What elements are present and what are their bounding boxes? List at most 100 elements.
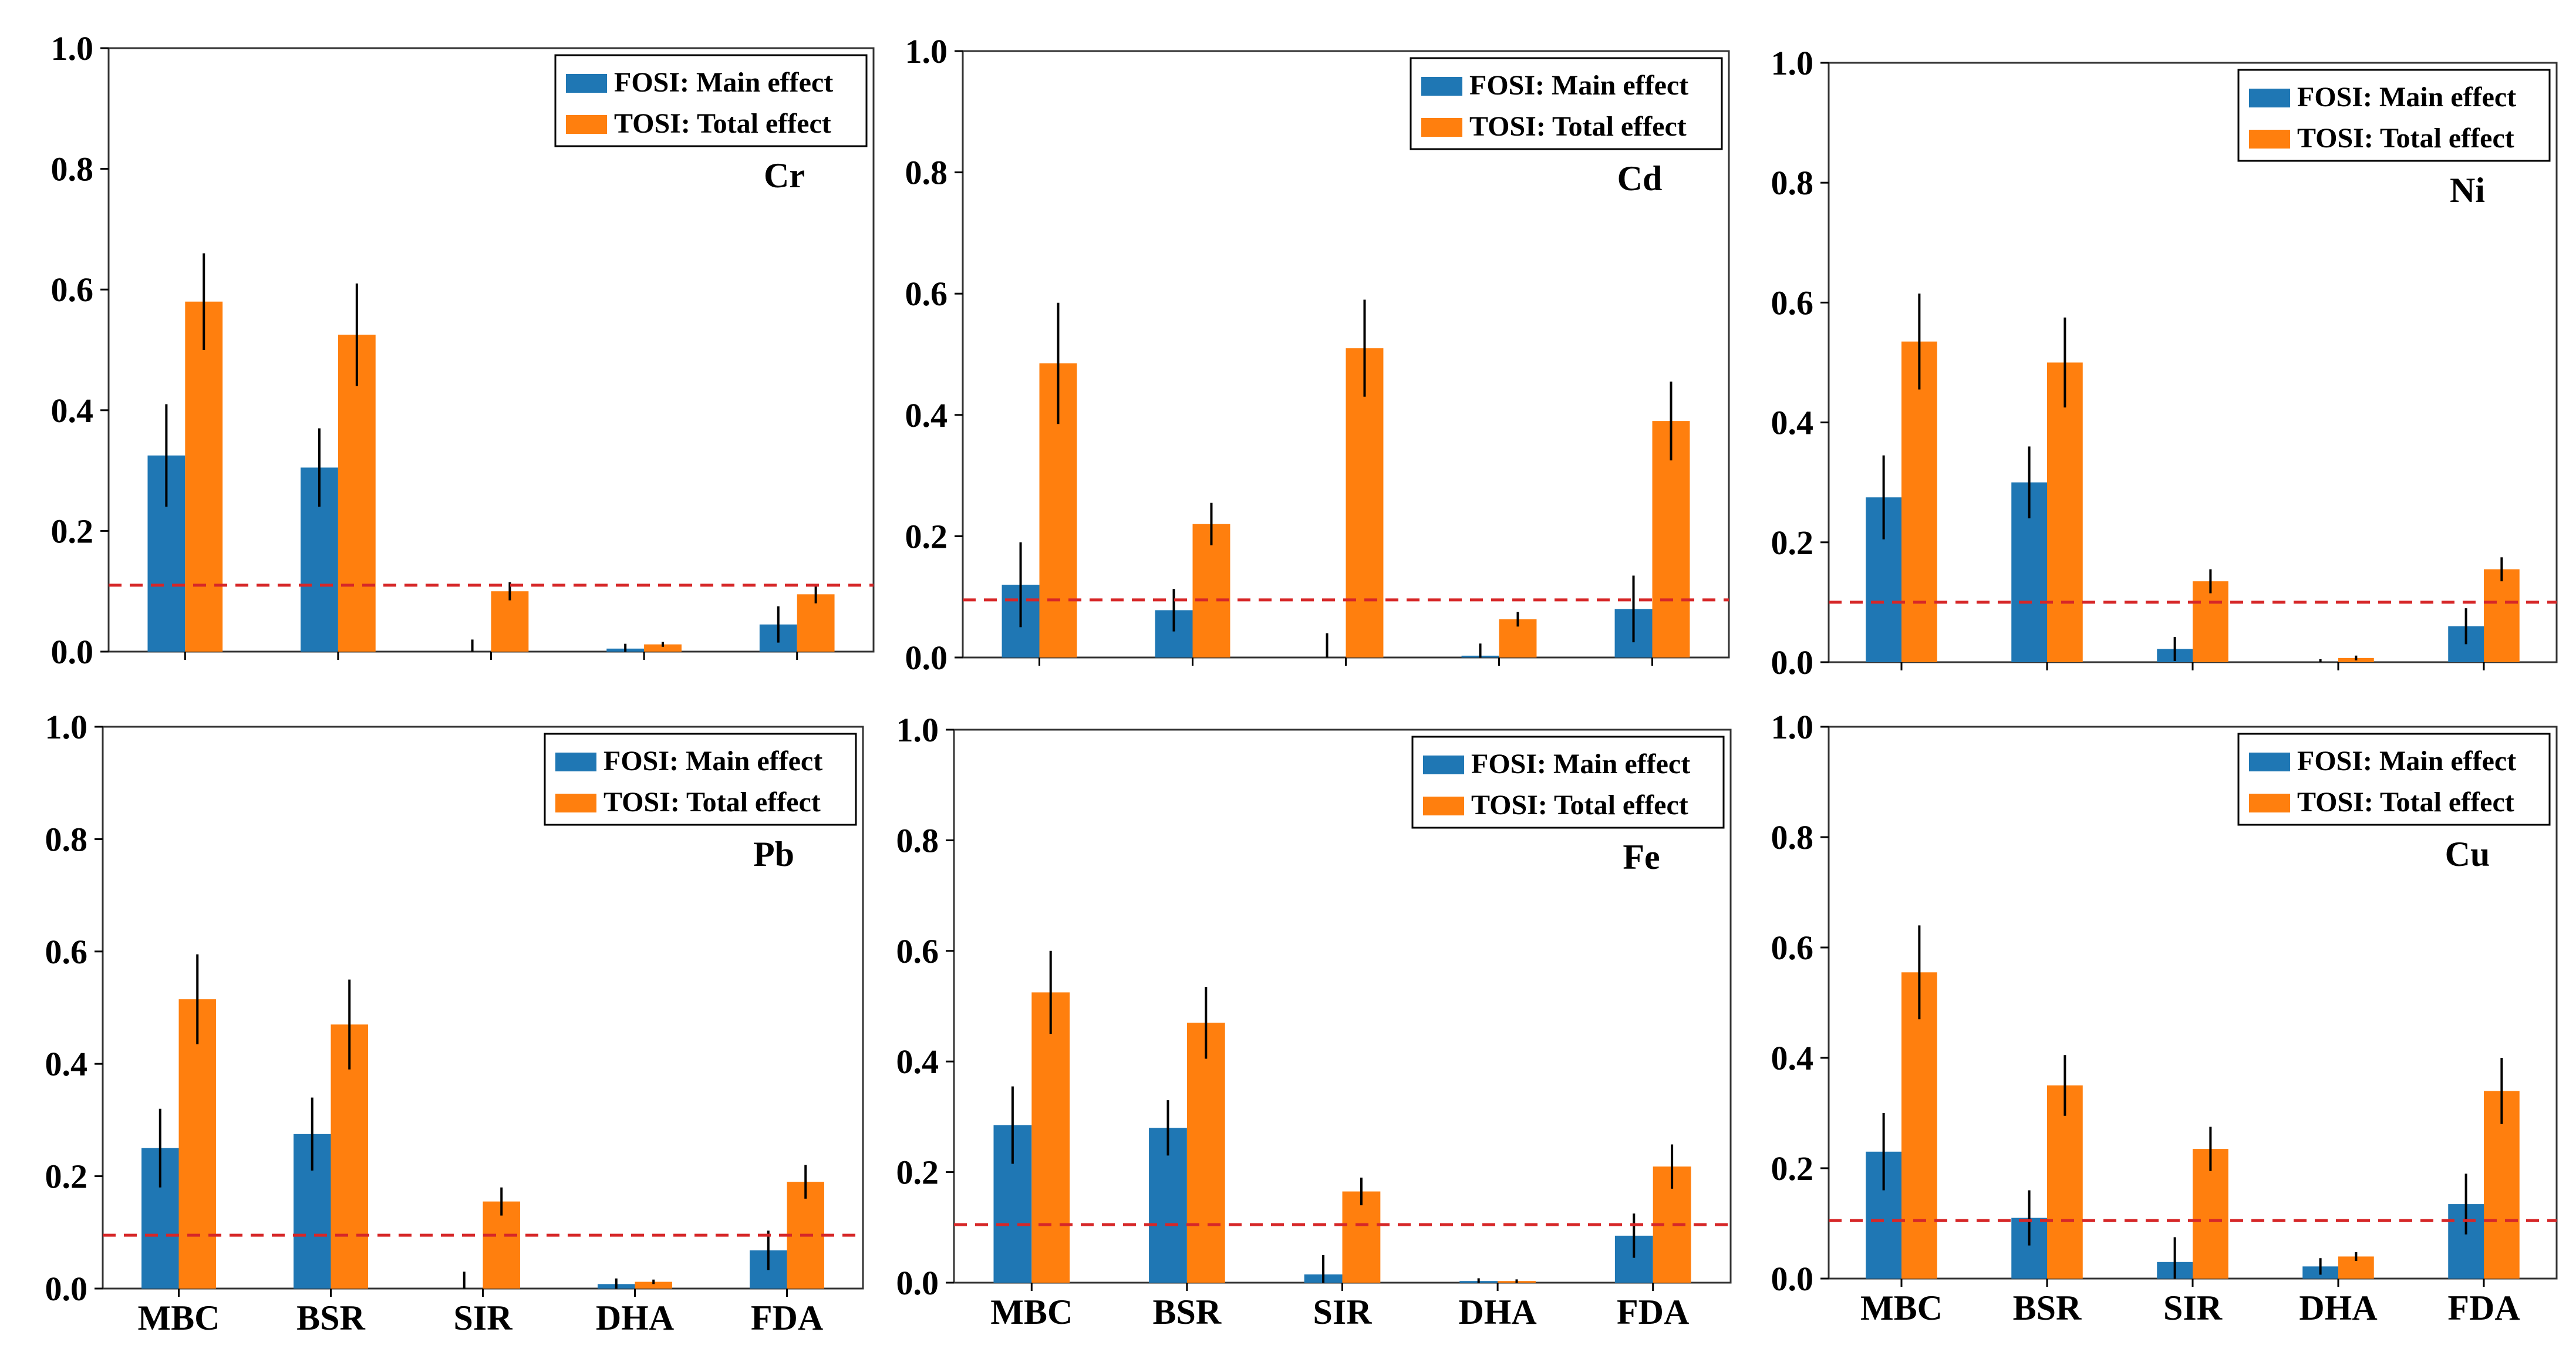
legend-box [2237, 733, 2551, 826]
chart-panel-cu: 0.0 0.2 0.4 0.6 0.8 1.0 MBC BSR SIR DHA FDA FOSI: M… [1771, 708, 2558, 1327]
panel-title: Ni [2450, 171, 2485, 210]
legend-swatch-tosi [2249, 794, 2290, 812]
chart-panel-ni: 0.0 0.2 0.4 0.6 0.8 1.0 FOSI: Main effect TOSI:… [1771, 44, 2558, 682]
x-category-label-sir: SIR [2163, 1289, 2223, 1327]
y-tick-label: 1.0 [51, 29, 94, 68]
tosi-bar-sir [1346, 348, 1384, 657]
panel-title: Cr [764, 156, 805, 195]
panel-title: Cd [1617, 159, 1663, 198]
chart-panel-fe: 0.0 0.2 0.4 0.6 0.8 1.0 MBC BSR SIR DHA FDA FOSI: M… [896, 711, 1732, 1331]
legend-box [554, 54, 868, 147]
tosi-bar-mbc [1901, 341, 1937, 662]
legend-label-fosi: FOSI: Main effect [1471, 748, 1690, 780]
y-tick-label: 0.2 [45, 1158, 88, 1196]
x-category-label-sir: SIR [453, 1299, 512, 1337]
x-category-label-sir: SIR [1313, 1293, 1372, 1331]
y-tick-label: 0.2 [1771, 524, 1814, 562]
tosi-bar-sir [483, 1201, 520, 1289]
legend-label-tosi: TOSI: Total effect [2297, 123, 2514, 154]
legend-label-tosi: TOSI: Total effect [603, 787, 821, 818]
y-tick-label: 0.8 [905, 154, 948, 192]
tosi-bar-bsr [1186, 1023, 1225, 1283]
x-category-label-dha: DHA [1458, 1293, 1536, 1331]
chart-panel-cr: 0.0 0.2 0.4 0.6 0.8 1.0 FOSI: Main effect TOSI:… [51, 29, 875, 671]
y-tick-label: 0.6 [1771, 929, 1814, 967]
legend-label-tosi: TOSI: Total effect [614, 108, 831, 139]
tosi-bar-sir [2193, 581, 2228, 662]
panel-title: Pb [753, 835, 794, 874]
y-tick-label: 0.4 [1771, 404, 1814, 442]
y-tick-label: 0.4 [1771, 1039, 1814, 1077]
x-category-label-bsr: BSR [296, 1299, 365, 1337]
chart-panel-pb: 0.0 0.2 0.4 0.6 0.8 1.0 MBC BSR SIR DHA FDA FOSI: M… [45, 708, 864, 1337]
legend-swatch-fosi [2249, 89, 2290, 107]
y-tick-label: 0.6 [45, 933, 88, 971]
legend: FOSI: Main effect TOSI: Total effect [1411, 736, 1725, 829]
legend-label-fosi: FOSI: Main effect [614, 67, 833, 98]
tosi-bar-mbc [1901, 972, 1937, 1279]
legend-swatch-tosi [1421, 118, 1462, 137]
legend: FOSI: Main effect TOSI: Total effect [2237, 69, 2551, 162]
legend-box [1411, 736, 1725, 829]
legend-swatch-tosi [555, 794, 596, 812]
y-tick-label: 1.0 [896, 711, 939, 749]
x-category-label-fda: FDA [2447, 1289, 2520, 1327]
tosi-bar-dha [635, 1282, 672, 1289]
legend-swatch-fosi [1423, 756, 1464, 774]
y-tick-label: 0.0 [1771, 643, 1814, 682]
y-tick-label: 1.0 [905, 32, 948, 70]
y-tick-label: 0.6 [896, 932, 939, 970]
y-tick-label: 0.8 [1771, 164, 1814, 202]
tosi-bar-fda [2484, 569, 2520, 662]
legend-label-fosi: FOSI: Main effect [603, 746, 822, 777]
tosi-bar-sir [1342, 1191, 1381, 1283]
y-tick-label: 0.8 [45, 820, 88, 858]
legend-label-tosi: TOSI: Total effect [2297, 787, 2514, 818]
y-tick-label: 0.8 [51, 150, 94, 188]
y-tick-label: 1.0 [1771, 44, 1814, 82]
x-category-label-fda: FDA [751, 1299, 823, 1337]
y-tick-label: 0.4 [905, 396, 948, 434]
x-category-label-mbc: MBC [1860, 1289, 1943, 1327]
legend: FOSI: Main effect TOSI: Total effect [544, 733, 857, 826]
x-category-label-bsr: BSR [2013, 1289, 2082, 1327]
y-tick-label: 0.2 [1771, 1149, 1814, 1188]
legend-swatch-tosi [566, 115, 607, 134]
y-tick-label: 0.0 [905, 639, 948, 677]
tosi-bar-dha [644, 644, 682, 652]
tosi-bar-sir [491, 591, 529, 652]
y-tick-label: 0.6 [905, 275, 948, 313]
y-tick-label: 1.0 [45, 708, 88, 746]
legend-swatch-fosi [1421, 77, 1462, 96]
legend-swatch-fosi [555, 753, 596, 771]
tosi-bar-bsr [1192, 524, 1230, 657]
y-tick-label: 0.0 [51, 633, 94, 671]
y-tick-label: 0.2 [51, 512, 94, 550]
legend: FOSI: Main effect TOSI: Total effect [2237, 733, 2551, 826]
panel-title: Cu [2445, 835, 2490, 874]
legend-label-fosi: FOSI: Main effect [2297, 82, 2516, 113]
y-tick-label: 0.8 [1771, 818, 1814, 856]
legend-swatch-tosi [1423, 797, 1464, 815]
y-tick-label: 0.4 [45, 1045, 88, 1083]
legend-box [544, 733, 857, 826]
x-category-label-dha: DHA [2299, 1289, 2377, 1327]
tosi-bar-bsr [2047, 362, 2083, 662]
y-tick-label: 0.2 [905, 517, 948, 555]
chart-panel-cd: 0.0 0.2 0.4 0.6 0.8 1.0 FOSI: Main effect TOSI:… [905, 32, 1730, 677]
tosi-bar-mbc [178, 999, 216, 1289]
x-category-label-fda: FDA [1617, 1293, 1689, 1331]
y-tick-label: 0.0 [896, 1264, 939, 1302]
x-category-label-dha: DHA [596, 1299, 674, 1337]
y-tick-label: 0.6 [51, 271, 94, 309]
y-tick-label: 0.6 [1771, 284, 1814, 322]
x-category-label-bsr: BSR [1153, 1293, 1222, 1331]
legend-box [2237, 69, 2551, 162]
y-tick-label: 0.0 [1771, 1260, 1814, 1298]
y-tick-label: 0.4 [896, 1043, 939, 1081]
tosi-bar-mbc [185, 301, 223, 652]
legend-swatch-fosi [2249, 753, 2290, 771]
legend-swatch-fosi [566, 74, 607, 93]
y-tick-label: 0.2 [896, 1154, 939, 1192]
